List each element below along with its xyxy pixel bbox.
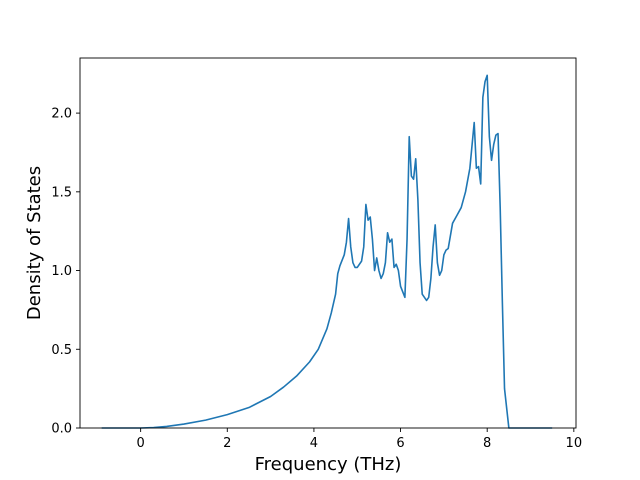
y-tick-label: 0.0 <box>51 422 72 437</box>
y-tick-label: 2.0 <box>51 107 72 122</box>
x-tick-label: 8 <box>483 436 491 451</box>
plot-frame <box>79 57 577 429</box>
x-tick-label: 0 <box>137 436 145 451</box>
x-axis-ticks: 0 2 4 6 8 10 <box>137 428 583 451</box>
x-axis-title: Frequency (THz) <box>255 454 402 475</box>
plot-background <box>80 58 576 428</box>
dos-line <box>101 74 553 429</box>
x-tick-label: 2 <box>223 436 231 451</box>
x-tick-label: 6 <box>396 436 404 451</box>
y-tick-label: 1.0 <box>51 264 72 279</box>
x-tick-label: 4 <box>310 436 318 451</box>
y-tick-label: 0.5 <box>51 343 72 358</box>
y-axis-title: Density of States <box>24 166 45 320</box>
x-tick-label: 10 <box>566 436 583 451</box>
y-axis-ticks: 0.0 0.5 1.0 1.5 2.0 <box>51 107 80 437</box>
y-tick-label: 1.5 <box>51 185 72 200</box>
